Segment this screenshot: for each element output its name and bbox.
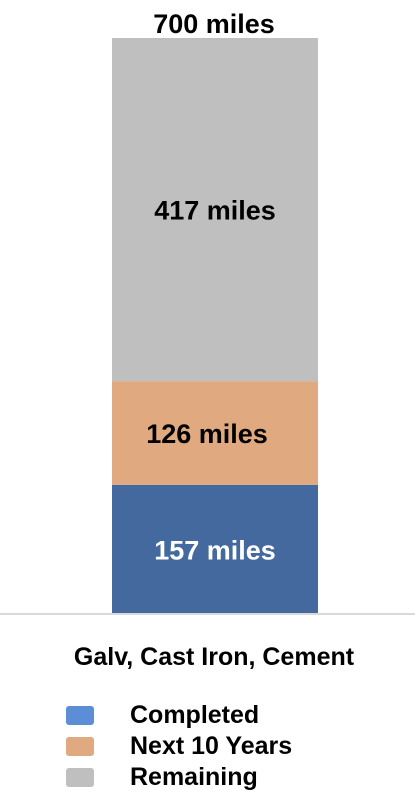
legend-swatch-remaining <box>66 768 94 787</box>
legend-item-next-10-years: Next 10 Years <box>66 731 292 762</box>
legend-swatch-next-10-years <box>66 737 94 756</box>
legend-item-completed: Completed <box>66 700 292 731</box>
stacked-bar-chart: 157 miles 126 miles 417 miles Galv, Cast I… <box>0 9 415 671</box>
legend-label-next-10-years: Next 10 Years <box>130 732 293 760</box>
bar-group: 157 miles 126 miles 417 miles <box>112 38 318 614</box>
data-label-completed: 157 miles <box>154 535 276 565</box>
category-label: Galv, Cast Iron, Cement <box>74 643 355 671</box>
data-label-next-10-years: 126 miles <box>146 419 268 449</box>
legend: Completed Next 10 Years Remaining <box>66 700 292 793</box>
legend-label-remaining: Remaining <box>130 763 258 791</box>
legend-swatch-completed <box>66 706 94 725</box>
total-label: 700 miles <box>153 9 275 39</box>
bar-segment-completed <box>112 484 318 614</box>
data-label-remaining: 417 miles <box>154 196 276 226</box>
bar-segment-next-10-years <box>112 381 318 485</box>
legend-label-completed: Completed <box>130 701 260 729</box>
bar-segment-remaining <box>112 38 318 382</box>
legend-item-remaining: Remaining <box>66 762 292 793</box>
